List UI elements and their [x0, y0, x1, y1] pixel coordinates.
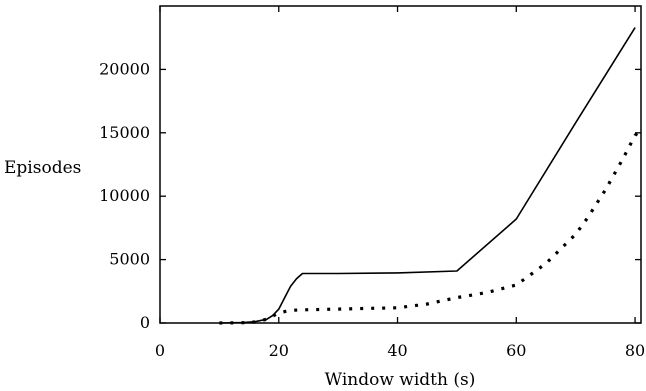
y-tick-label: 0	[140, 313, 150, 332]
x-tick-label: 40	[387, 341, 407, 360]
axis-ticks	[159, 6, 641, 324]
x-axis-label: Window width (s)	[325, 370, 476, 390]
y-tick-labels: 0 5000 10000 15000 20000	[99, 59, 150, 332]
series-line-dotted	[219, 129, 643, 325]
y-tick-label: 15000	[99, 123, 150, 142]
x-tick-label: 0	[155, 341, 165, 360]
x-tick-label: 80	[625, 341, 645, 360]
series-lines	[219, 27, 643, 325]
y-tick-label: 10000	[99, 186, 150, 205]
x-tick-labels: 0 20 40 60 80	[155, 341, 645, 360]
series-line-solid	[219, 27, 636, 324]
y-tick-label: 5000	[109, 250, 150, 269]
x-tick-label: 60	[506, 341, 526, 360]
y-tick-label: 20000	[99, 59, 150, 78]
x-tick-label: 20	[269, 341, 289, 360]
plot-border	[159, 5, 642, 324]
plot-frame	[159, 5, 642, 324]
y-axis-label: Episodes	[4, 158, 81, 178]
